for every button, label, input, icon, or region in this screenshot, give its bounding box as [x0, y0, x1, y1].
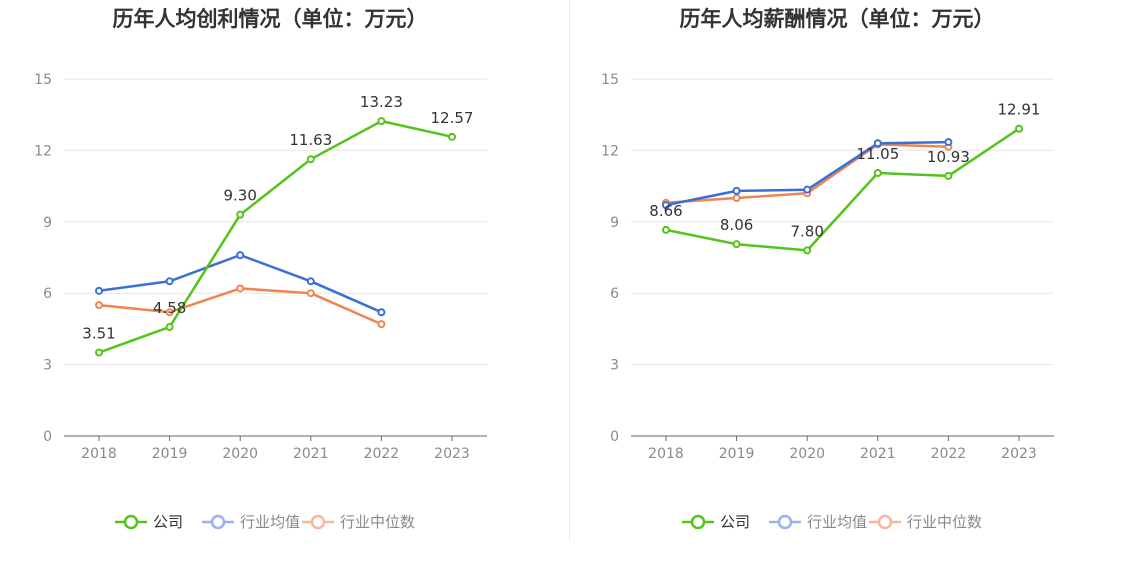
data-label: 10.93: [927, 148, 970, 166]
legend-marker-icon: [210, 514, 226, 530]
data-point-industry_median: [306, 289, 315, 298]
data-point-company: [873, 169, 882, 178]
data-point-industry_avg: [732, 186, 741, 195]
salary-chart-svg: 历年人均薪酬情况（单位：万元） 0 3 6 9 12 15 2018 2019 2020 2021 2…: [601, 7, 1054, 531]
data-label: 11.63: [289, 131, 332, 149]
x-tick-label: 2023: [434, 446, 470, 462]
legend-marker-icon: [690, 514, 706, 530]
legend-marker-icon: [777, 514, 793, 530]
series-line-company: [665, 127, 1020, 252]
chart-title: 历年人均薪酬情况（单位：万元）: [680, 7, 995, 31]
data-point-company: [1015, 124, 1023, 133]
data-label: 9.30: [223, 187, 256, 205]
legend-label: 公司: [720, 513, 750, 531]
data-label: 12.57: [431, 109, 474, 127]
y-tick-label: 15: [601, 72, 619, 88]
y-tick-label: 12: [34, 143, 52, 159]
data-point-industry_median: [165, 308, 174, 317]
y-tick-label: 9: [610, 215, 619, 231]
data-point-industry_avg: [803, 185, 812, 194]
data-point-company: [662, 225, 670, 234]
data-label: 3.51: [82, 324, 115, 342]
legend-marker-icon: [877, 514, 893, 530]
profit-chart-svg: 历年人均创利情况（单位：万元） 0 3 6 9 12 15 2018 2019 2020 2021 2…: [34, 7, 487, 531]
y-tick-label: 0: [610, 429, 619, 445]
data-point-company: [944, 171, 953, 180]
legend-item-company: 公司: [682, 513, 750, 531]
data-point-industry_median: [377, 320, 386, 329]
data-point-industry_median: [732, 194, 741, 202]
y-tick-label: 3: [610, 358, 619, 374]
chart-panel-profit: 历年人均创利情况（单位：万元） 0 3 6 9 12 15 2018 2019 2020 2021 2…: [34, 7, 487, 531]
x-tick-label: 2019: [152, 446, 188, 462]
legend-marker-icon: [123, 514, 139, 530]
x-tick-label: 2019: [719, 446, 755, 462]
data-point-industry_avg: [306, 277, 315, 286]
data-point-industry_avg: [377, 308, 386, 317]
data-point-company: [732, 240, 741, 249]
data-point-industry_avg: [236, 251, 245, 260]
legend-marker-icon: [310, 514, 326, 530]
data-point-industry_median: [236, 284, 245, 293]
data-point-industry_avg: [662, 201, 670, 210]
y-tick-label: 6: [43, 286, 52, 302]
data-point-company: [803, 246, 812, 255]
x-tick-label: 2022: [931, 446, 967, 462]
legend-item-industry_avg: 行业均值: [202, 513, 300, 531]
series-line-industry_avg: [98, 253, 382, 314]
data-point-company: [377, 117, 386, 126]
legend-label: 行业中位数: [907, 513, 982, 531]
data-label: 11.05: [856, 145, 899, 163]
y-tick-label: 15: [34, 72, 52, 88]
data-point-company: [306, 155, 315, 164]
x-tick-label: 2018: [648, 446, 684, 462]
data-point-industry_avg: [873, 139, 882, 148]
y-tick-label: 9: [43, 215, 52, 231]
x-tick-label: 2023: [1001, 446, 1037, 462]
data-point-company: [448, 132, 456, 141]
x-tick-label: 2022: [364, 446, 400, 462]
chart-title: 历年人均创利情况（单位：万元）: [113, 7, 428, 31]
legend-item-industry_avg: 行业均值: [769, 513, 867, 531]
x-tick-label: 2020: [222, 446, 258, 462]
data-point-company: [95, 348, 103, 357]
y-tick-label: 0: [43, 429, 52, 445]
x-tick-label: 2021: [293, 446, 329, 462]
x-tick-label: 2020: [789, 446, 825, 462]
panel-divider: [569, 0, 570, 542]
data-point-company: [165, 322, 174, 331]
y-tick-label: 12: [601, 143, 619, 159]
data-point-industry_avg: [944, 138, 953, 147]
data-label: 13.23: [360, 93, 403, 111]
legend-label: 公司: [153, 513, 183, 531]
data-label: 7.80: [790, 222, 823, 240]
data-point-industry_avg: [95, 286, 103, 295]
data-point-company: [236, 210, 245, 219]
legend-item-industry_median: 行业中位数: [302, 513, 415, 531]
y-tick-label: 6: [610, 286, 619, 302]
legend-item-industry_median: 行业中位数: [869, 513, 982, 531]
x-tick-label: 2021: [860, 446, 896, 462]
y-tick-label: 3: [43, 358, 52, 374]
data-label: 12.91: [998, 101, 1041, 119]
data-label: 8.06: [720, 216, 753, 234]
legend-label: 行业均值: [240, 513, 300, 531]
data-point-industry_median: [95, 301, 103, 310]
data-point-industry_avg: [165, 277, 174, 286]
x-tick-label: 2018: [81, 446, 117, 462]
chart-panel-salary: 历年人均薪酬情况（单位：万元） 0 3 6 9 12 15 2018 2019 2020 2021 2…: [567, 0, 1134, 582]
legend-label: 行业均值: [807, 513, 867, 531]
legend-item-company: 公司: [115, 513, 183, 531]
data-label: 4.58: [153, 299, 186, 317]
data-label: 8.66: [649, 202, 682, 220]
legend-label: 行业中位数: [340, 513, 415, 531]
series-line-company: [98, 119, 453, 354]
